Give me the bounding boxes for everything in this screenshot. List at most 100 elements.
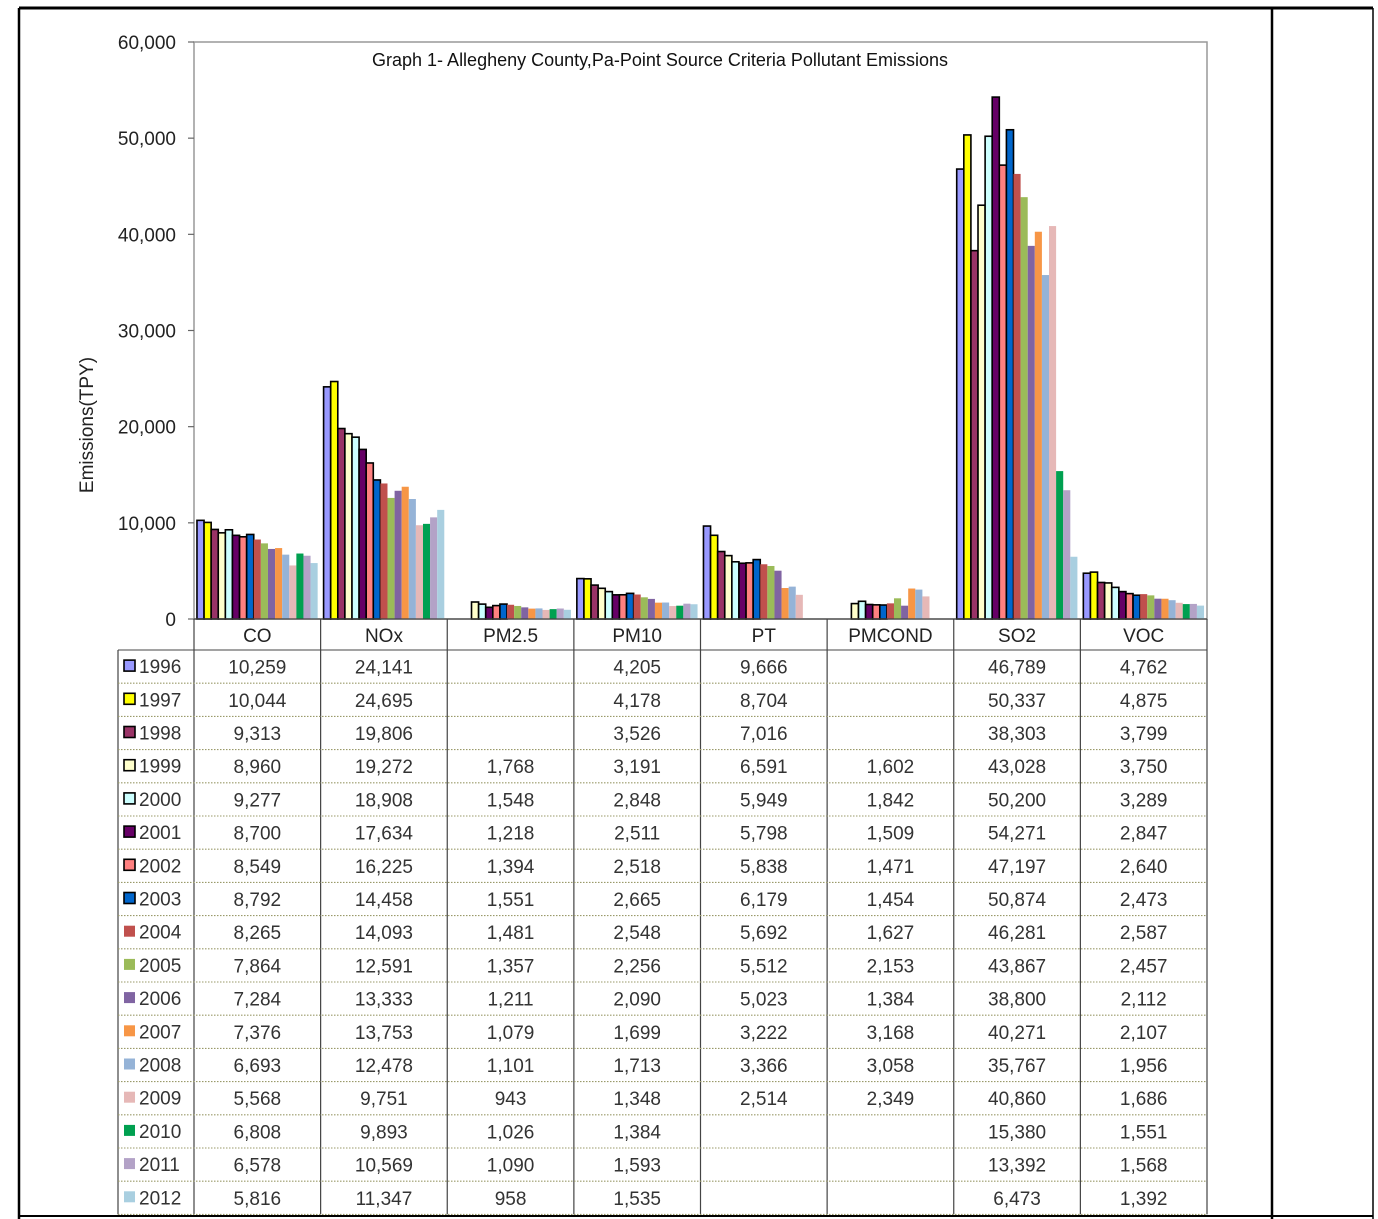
bar-2004-nox <box>380 483 388 619</box>
bar-2005-pm10 <box>640 597 648 619</box>
table-cell: 5,692 <box>740 923 788 944</box>
table-cell: 1,551 <box>1120 1122 1168 1143</box>
table-cell: 2,349 <box>867 1089 915 1110</box>
table-cell: 46,789 <box>988 658 1046 679</box>
table-cell: 9,666 <box>740 658 788 679</box>
table-cell: 3,526 <box>613 724 661 745</box>
table-cell: 50,874 <box>988 890 1047 911</box>
table-cell: 3,799 <box>1120 724 1168 745</box>
table-cell: 10,259 <box>228 658 286 679</box>
table-cell: 50,337 <box>988 691 1046 712</box>
table-cell: 1,218 <box>487 824 535 845</box>
bar-1996-pm10 <box>576 577 585 620</box>
table-cell: 24,141 <box>355 658 413 679</box>
bar-2000-pt <box>731 560 740 620</box>
bar-2001-pt <box>738 562 747 620</box>
table-cell: 5,816 <box>234 1189 282 1210</box>
table-cell: 3,750 <box>1120 757 1168 778</box>
legend-year-label: 1996 <box>139 657 181 678</box>
bar-2003-pm25 <box>499 603 508 620</box>
bar-2003-pt <box>752 558 762 620</box>
table-cell: 1,211 <box>487 990 533 1011</box>
bar-1999-voc <box>1103 582 1113 620</box>
legend-year-label: 2002 <box>139 856 181 877</box>
bar-1997-pt <box>709 534 719 620</box>
table-cell: 7,376 <box>234 1023 282 1044</box>
table-cell: 4,762 <box>1120 658 1168 679</box>
table-cell: 8,960 <box>234 757 282 778</box>
bar-2001-nox <box>358 448 367 620</box>
table-cell: 2,107 <box>1120 1023 1168 1044</box>
bar-1998-co <box>210 528 220 620</box>
bar-1999-pmcond <box>850 602 860 620</box>
table-cell: 1,551 <box>487 890 535 911</box>
bar-2010-pm25 <box>549 609 557 619</box>
category-label: CO <box>243 626 272 647</box>
bar-2012-co <box>310 563 318 619</box>
table-cell: 2,511 <box>614 824 660 845</box>
table-cell: 1,481 <box>487 923 535 944</box>
bar-2005-pt <box>767 565 775 619</box>
table-cell: 1,509 <box>867 824 915 845</box>
legend-year-label: 1999 <box>139 757 181 778</box>
table-cell: 4,875 <box>1120 691 1168 712</box>
bar-2012-voc <box>1196 605 1205 619</box>
legend-swatch <box>124 992 135 1004</box>
bar-2001-pmcond <box>864 603 874 620</box>
y-tick-label: 50,000 <box>118 129 176 150</box>
table-cell: 19,272 <box>355 757 413 778</box>
table-cell: 2,587 <box>1120 923 1168 944</box>
bar-2002-pm10 <box>618 593 628 620</box>
table-cell: 2,548 <box>613 923 661 944</box>
table-cell: 2,256 <box>613 956 661 977</box>
table-cell: 9,893 <box>360 1122 408 1143</box>
bar-2004-pm10 <box>633 594 641 619</box>
table-cell: 2,518 <box>613 857 661 878</box>
legend-swatch <box>123 858 136 872</box>
table-cell: 4,178 <box>613 691 661 712</box>
category-label: SO2 <box>998 626 1036 647</box>
bar-2010-pm10 <box>676 605 684 619</box>
bar-2004-voc <box>1140 594 1148 619</box>
table-cell: 16,225 <box>355 857 413 878</box>
bar-2002-pt <box>745 562 754 620</box>
bar-1996-nox <box>322 386 332 620</box>
bar-2001-pm25 <box>484 606 494 620</box>
table-cell: 1,357 <box>487 956 535 977</box>
bar-2000-voc <box>1110 586 1120 620</box>
bar-2007-pm25 <box>528 608 536 619</box>
legend-swatch <box>124 1058 135 1070</box>
y-axis-label: Emissions(TPY) <box>77 357 98 493</box>
bar-2003-voc <box>1132 594 1141 620</box>
bar-2004-co <box>253 539 261 619</box>
table-cell: 3,168 <box>867 1023 915 1044</box>
bar-2008-voc <box>1168 600 1176 619</box>
table-cell: 5,568 <box>234 1089 282 1110</box>
table-cell: 12,478 <box>355 1056 413 1077</box>
bar-2002-nox <box>365 462 375 620</box>
table-cell: 1,593 <box>613 1156 661 1177</box>
bar-2009-pm10 <box>669 606 677 619</box>
bar-1997-nox <box>329 380 339 620</box>
table-cell: 8,265 <box>234 923 282 944</box>
bar-2011-voc <box>1189 603 1197 619</box>
table-cell: 9,313 <box>234 724 282 745</box>
table-cell: 1,699 <box>613 1023 661 1044</box>
y-axis: 0 10,000 20,000 30,000 40,000 50,000 60,000 <box>118 33 194 631</box>
legend-swatch <box>123 692 136 706</box>
table-cell: 1,602 <box>867 757 915 778</box>
bar-2008-pmcond <box>915 589 923 619</box>
bar-1997-voc <box>1089 571 1099 620</box>
data-table: CO NOx PM2.5 PM10 PT PMCOND SO2 VOC 1996 10,259 24… <box>117 618 1208 1215</box>
category-label: PMCOND <box>848 626 932 647</box>
category-label: PT <box>752 626 777 647</box>
table-cell: 943 <box>495 1089 527 1110</box>
bar-2006-pm25 <box>521 607 529 619</box>
legend-year-label: 1997 <box>139 690 181 711</box>
table-cell: 10,569 <box>355 1156 413 1177</box>
bar-2004-so2 <box>1013 173 1021 619</box>
bar-2011-so2 <box>1063 490 1071 619</box>
bar-1997-co <box>203 521 212 620</box>
bar-1996-so2 <box>955 168 965 620</box>
bar-2008-co <box>282 554 290 619</box>
